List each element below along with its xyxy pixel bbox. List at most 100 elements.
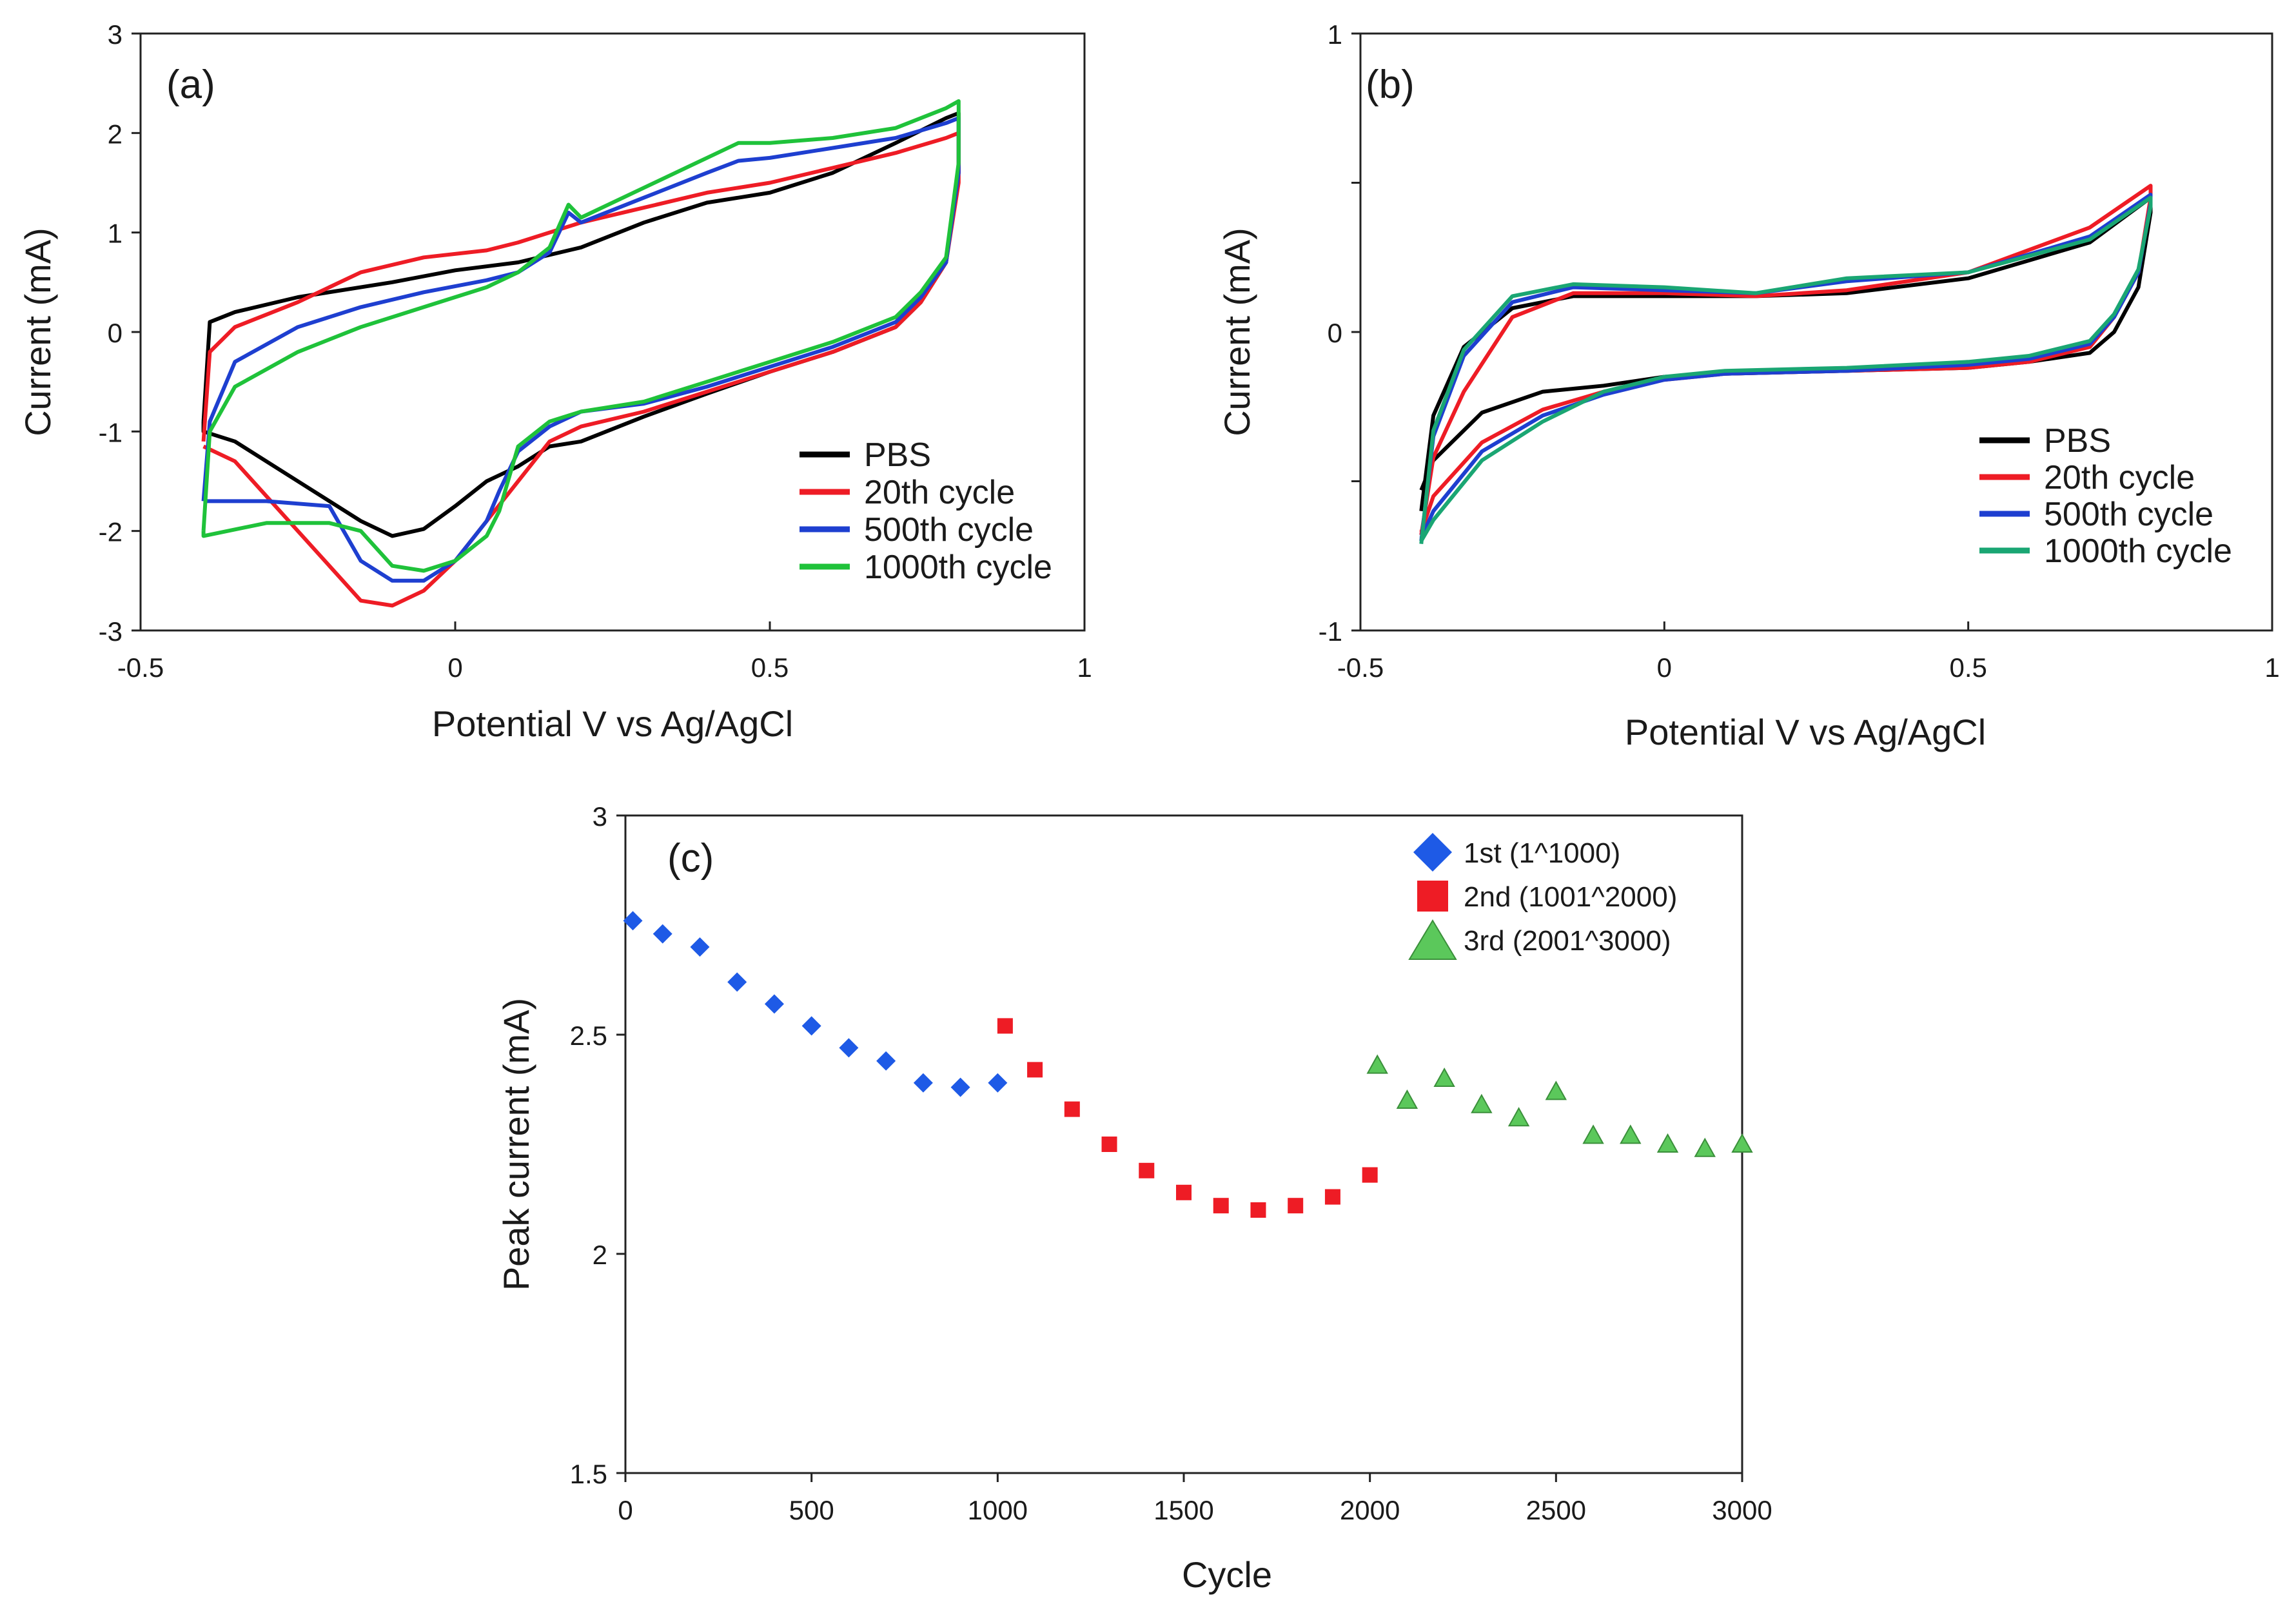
data-point [1366,1054,1388,1074]
y-tick-label: 0 [1328,318,1342,348]
y-tick-label: 1.5 [570,1459,607,1489]
legend-label: 3rd (2001^3000) [1464,925,1671,957]
data-point [1362,1167,1378,1183]
y-tick-label: -2 [99,517,123,547]
data-point [1176,1184,1192,1200]
legend-label: PBS [864,436,931,474]
x-tick-label: 2000 [1340,1495,1400,1525]
data-point [1064,1101,1080,1117]
legend-label: 2nd (1001^2000) [1464,881,1677,913]
y-tick-label: 0 [108,318,123,348]
legend-label: PBS [2044,422,2111,460]
x-tick-label: -0.5 [1337,652,1384,683]
data-point [1471,1093,1493,1113]
panel-label-c: (c) [667,836,714,881]
data-point [1545,1080,1567,1100]
x-axis-label-a: Potential V vs Ag/AgCl [432,703,793,744]
y-tick-label: 3 [593,801,607,832]
panel-c: 0 500 1000 1500 2000 2500 3000 1.5 2 2.5 3 (c) Cyc… [496,801,1772,1595]
legend-marker [1413,833,1452,872]
data-point [1507,1107,1530,1127]
data-point [727,972,747,992]
plot-frame-b [1359,32,2273,632]
x-tick-label: 3000 [1712,1495,1772,1525]
x-tick-label: 1000 [968,1495,1028,1525]
data-point [876,1051,896,1071]
data-point [1620,1124,1642,1144]
b-ticks: -0.5 0 0.5 1 -1 0 1 [1319,19,2280,683]
y-tick-label: 1 [1328,19,1342,50]
series-line-1000th-cycle [201,99,961,573]
x-tick-label: 2500 [1526,1495,1586,1525]
legend-marker [1417,881,1448,912]
y-tick-label: 3 [108,19,123,50]
panel-a: -0.5 0 0.5 1 -3 -2 -1 0 1 2 3 (a) Potential V vs A… [17,19,1092,744]
c-points [623,911,1753,1218]
data-point [997,1018,1013,1034]
y-axis-label-b: Current (mA) [1217,228,1257,436]
data-point [913,1073,933,1093]
x-tick-label: 0 [1657,652,1672,683]
data-point [839,1038,859,1058]
data-point [1288,1198,1304,1214]
legend-marker [1408,919,1457,960]
a-lines [201,99,961,608]
legend-c: 1st (1^1000) 2nd (1001^2000) 3rd (2001^300… [1408,833,1677,960]
panel-label-b: (b) [1366,63,1415,107]
legend-label: 1st (1^1000) [1464,837,1620,869]
data-point [1731,1133,1753,1153]
data-point [1101,1137,1117,1152]
legend-label: 20th cycle [864,474,1015,511]
x-tick-label: 1 [1077,652,1092,683]
data-point [652,924,672,944]
data-point [690,937,710,957]
legend-label: 1000th cycle [2044,532,2232,570]
data-point [1694,1137,1716,1157]
a-ticks: -0.5 0 0.5 1 -3 -2 -1 0 1 2 3 [99,19,1092,683]
c-ticks: 0 500 1000 1500 2000 2500 3000 1.5 2 2.5 3 [570,801,1772,1525]
legend-label: 1000th cycle [864,549,1052,586]
data-point [1027,1062,1043,1078]
data-point [801,1016,821,1036]
data-point [950,1077,970,1097]
plot-frame-c [624,814,1743,1474]
y-tick-label: -1 [1319,616,1342,647]
b-lines [1419,184,2153,545]
series-line-1000th-cycle [1419,195,2153,545]
y-axis-label-a: Current (mA) [17,228,58,436]
x-tick-label: 1500 [1153,1495,1213,1525]
data-point [1582,1124,1604,1144]
data-point [1433,1067,1455,1087]
x-tick-label: 0 [447,652,462,683]
legend-label: 20th cycle [2044,459,2195,496]
series-line-pbs [1419,195,2153,512]
data-point [1139,1162,1155,1178]
y-tick-label: 1 [108,219,123,249]
data-point [623,911,643,931]
x-tick-label: 1 [2264,652,2279,683]
data-point [1656,1133,1679,1153]
y-tick-label: -1 [99,417,123,447]
x-tick-label: 0.5 [1949,652,1987,683]
panel-label-a: (a) [166,63,215,107]
data-point [1213,1198,1229,1214]
y-tick-label: -3 [99,616,123,647]
data-point [1396,1089,1418,1109]
panel-b: -0.5 0 0.5 1 -1 0 1 (b) Potential V vs Ag/AgCl… [1217,19,2280,752]
legend-label: 500th cycle [864,511,1034,549]
x-tick-label: 0.5 [751,652,789,683]
x-tick-label: -0.5 [117,652,164,683]
y-axis-label-c: Peak current (mA) [496,998,536,1291]
data-point [1250,1202,1266,1218]
data-point [1324,1189,1340,1205]
y-tick-label: 2 [108,119,123,149]
x-axis-label-c: Cycle [1182,1554,1272,1595]
x-axis-label-b: Potential V vs Ag/AgCl [1625,712,1986,752]
y-tick-label: 2 [593,1240,607,1270]
y-tick-label: 2.5 [570,1020,607,1051]
x-tick-label: 0 [618,1495,633,1525]
x-tick-label: 500 [789,1495,834,1525]
